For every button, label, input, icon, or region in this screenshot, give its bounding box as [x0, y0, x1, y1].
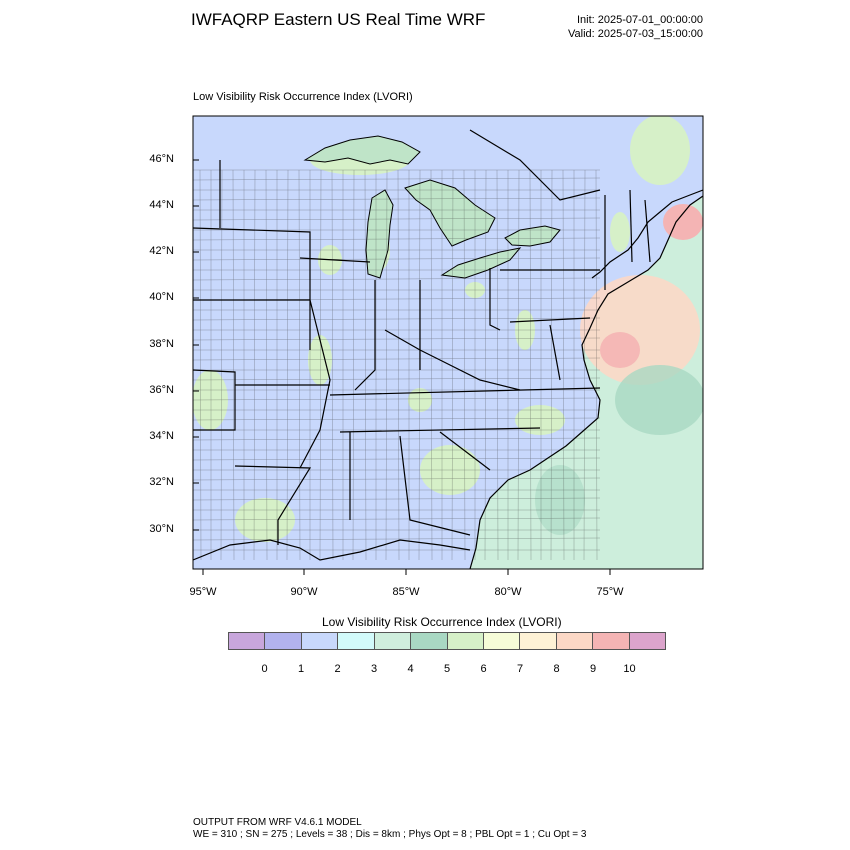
map-frame [192, 115, 704, 570]
legend-tick-label: 3 [370, 663, 378, 675]
legend-title: Low Visibility Risk Occurrence Index (LV… [322, 615, 562, 629]
lat-label: 44°N [149, 199, 174, 211]
lat-label: 34°N [149, 430, 174, 442]
legend-color-box [229, 633, 266, 649]
legend-color-box [483, 633, 521, 649]
legend-tick-label: 4 [407, 663, 414, 675]
valid-time-label: Valid: 2025-07-03_15:00:00 [568, 28, 703, 40]
plot-title: Low Visibility Risk Occurrence Index (LV… [193, 91, 413, 103]
legend-tick-label: 0 [261, 663, 268, 675]
init-time-label: Init: 2025-07-01_00:00:00 [577, 14, 703, 26]
state-boundaries [193, 160, 651, 545]
legend-tick-label: 10 [623, 663, 636, 675]
lat-label: 36°N [149, 384, 174, 396]
main-title: IWFAQRP Eastern US Real Time WRF [191, 10, 486, 29]
lake-erie [440, 247, 522, 279]
lake-superior [303, 135, 421, 165]
legend-color-box [265, 633, 302, 649]
map-content [193, 116, 703, 569]
lat-label: 30°N [149, 523, 174, 535]
county-grid [193, 169, 601, 561]
legend-color-box [629, 633, 666, 649]
legend-color-box [374, 633, 412, 649]
legend-colorbar [228, 632, 666, 650]
legend-color-box [556, 633, 594, 649]
lon-label: 75°W [596, 586, 624, 598]
legend-tick-label: 6 [480, 663, 487, 675]
lake-huron [404, 179, 496, 247]
legend-color-box [520, 633, 557, 649]
great-lakes [303, 135, 561, 279]
legend-color-box [411, 633, 448, 649]
axis-ticks [193, 159, 611, 575]
footer-model-line: OUTPUT FROM WRF V4.6.1 MODEL [193, 817, 362, 828]
lon-label: 95°W [189, 586, 217, 598]
lake-michigan [365, 189, 394, 279]
legend-tick-label: 9 [589, 663, 597, 675]
lat-label: 46°N [149, 153, 174, 165]
lat-label: 42°N [149, 245, 174, 257]
legend-tick-label: 1 [297, 663, 305, 675]
lat-label: 40°N [149, 291, 174, 303]
footer-config-line: WE = 310 ; SN = 275 ; Levels = 38 ; Dis … [193, 829, 587, 840]
lon-label: 80°W [494, 586, 522, 598]
legend-tick-label: 7 [516, 663, 524, 675]
legend-color-box [301, 633, 339, 649]
legend-color-box [338, 633, 375, 649]
legend-color-box [593, 633, 630, 649]
coastlines [193, 129, 703, 569]
lon-label: 90°W [290, 586, 318, 598]
lon-label: 85°W [392, 586, 420, 598]
legend-tick-label: 8 [553, 663, 560, 675]
lat-label: 38°N [149, 338, 174, 350]
legend-color-box [447, 633, 484, 649]
coastal-plume [535, 204, 703, 535]
legend-tick-label: 5 [443, 663, 451, 675]
legend-tick-label: 2 [334, 663, 341, 675]
lat-label: 32°N [149, 476, 174, 488]
